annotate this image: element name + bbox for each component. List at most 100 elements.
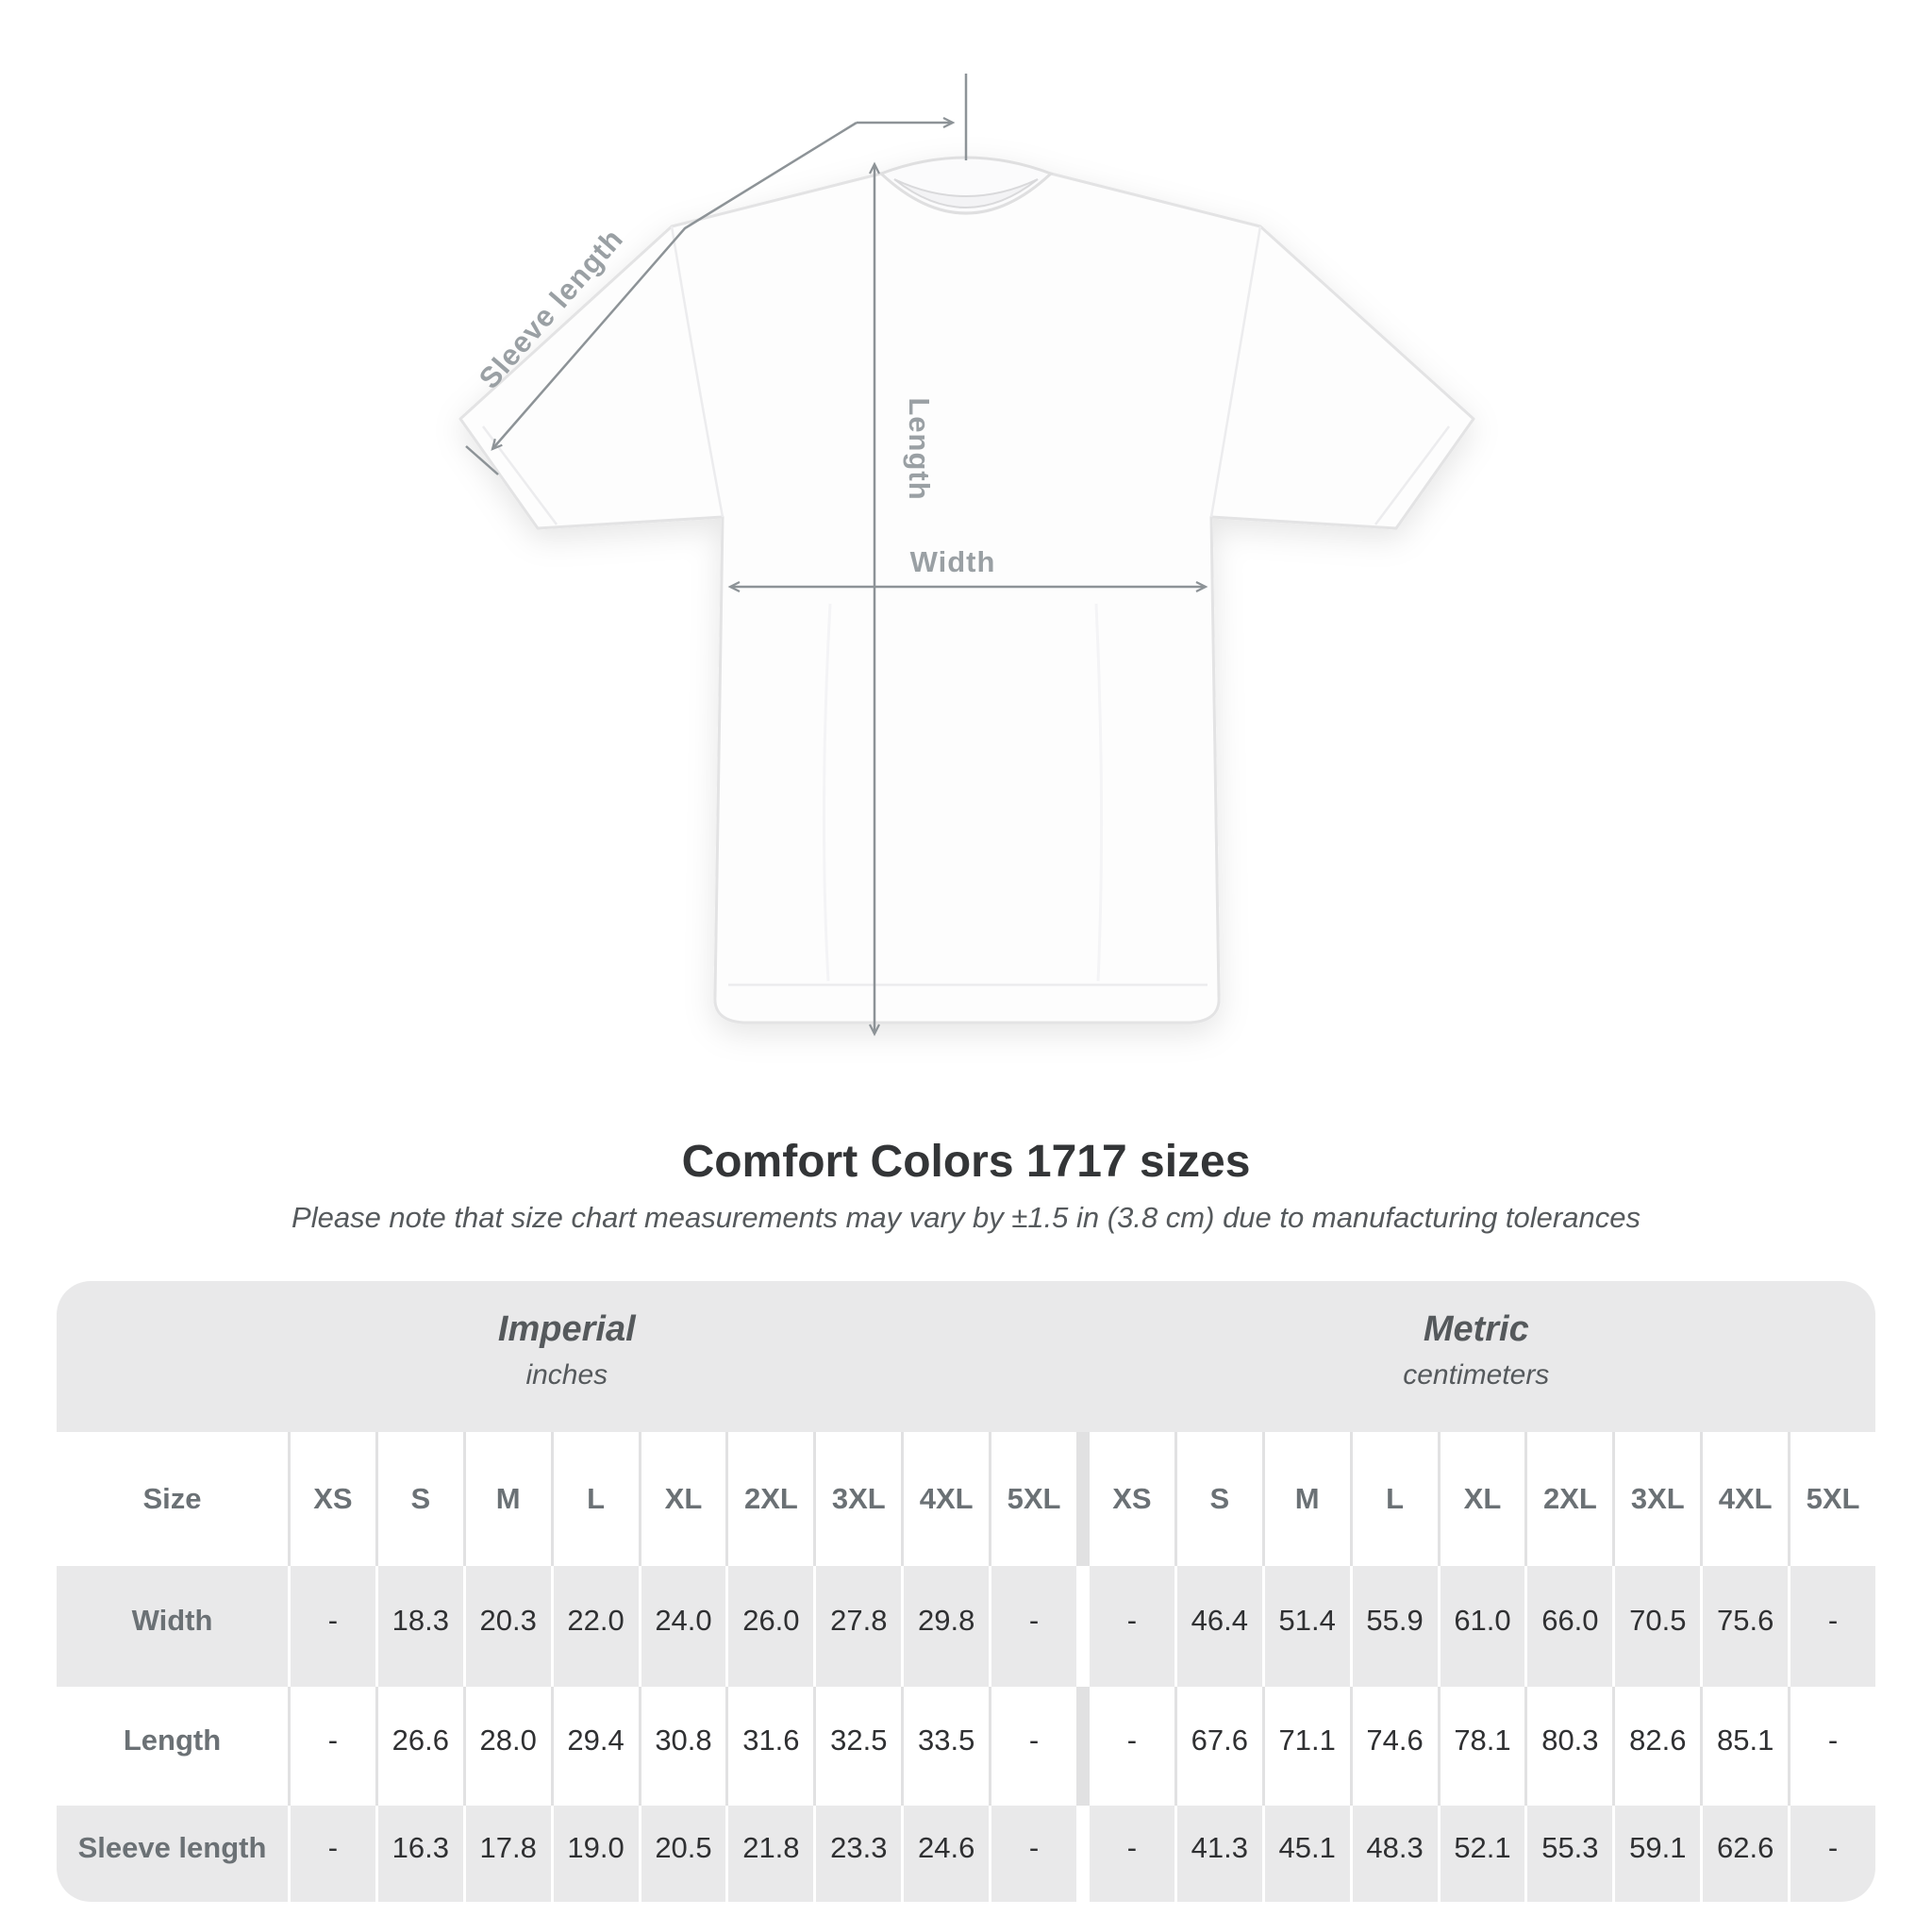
unit-header-band: Imperial inches Metric centimeters [57, 1281, 1875, 1432]
width-row-label: Width [57, 1566, 288, 1687]
imperial-unit: inches [525, 1359, 608, 1391]
length-value-cell: 67.6 [1176, 1687, 1262, 1806]
sleeve-value-cell: 21.8 [728, 1806, 814, 1902]
size-header-cell: 2XL [728, 1432, 814, 1566]
size-header-row: Size XS S M L XL 2XL 3XL 4XL 5XL XS S M L XL 2XL 3XL 4XL… [57, 1432, 1875, 1566]
width-value-cell: 46.4 [1176, 1566, 1262, 1687]
width-value-cell: 29.8 [904, 1566, 990, 1687]
width-value-cell: 26.0 [728, 1566, 814, 1687]
unit-divider [1079, 1432, 1087, 1566]
size-header-cell: M [1264, 1432, 1350, 1566]
width-value-cell: 61.0 [1440, 1566, 1525, 1687]
size-header-cell: XS [1089, 1432, 1174, 1566]
size-header-cell: S [377, 1432, 463, 1566]
width-label: Width [910, 545, 996, 578]
sleeve-value-cell: 45.1 [1264, 1806, 1350, 1902]
width-value-cell: 70.5 [1615, 1566, 1701, 1687]
width-value-cell: 51.4 [1264, 1566, 1350, 1687]
length-value-cell: 29.4 [553, 1687, 639, 1806]
metric-unit: centimeters [1403, 1359, 1550, 1391]
width-value-cell: - [291, 1566, 375, 1687]
sleeve-value-cell: - [291, 1806, 375, 1902]
size-header-cell: M [465, 1432, 551, 1566]
width-value-cell: 55.9 [1352, 1566, 1438, 1687]
sleeve-value-cell: 41.3 [1176, 1806, 1262, 1902]
length-value-cell: 33.5 [904, 1687, 990, 1806]
length-value-cell: 85.1 [1703, 1687, 1789, 1806]
metric-title: Metric [1423, 1309, 1529, 1349]
length-value-cell: - [1089, 1687, 1174, 1806]
sleeve-value-cell: 48.3 [1352, 1806, 1438, 1902]
length-value-cell: 32.5 [816, 1687, 902, 1806]
sleeve-value-cell: - [1790, 1806, 1875, 1902]
length-value-cell: 26.6 [377, 1687, 463, 1806]
sleeve-end-tick [465, 445, 499, 475]
size-header-cell: 3XL [1615, 1432, 1701, 1566]
size-header-cell: 3XL [816, 1432, 902, 1566]
size-header-cell: 4XL [904, 1432, 990, 1566]
width-value-cell: 24.0 [641, 1566, 726, 1687]
imperial-title: Imperial [497, 1309, 636, 1349]
tshirt-measure-diagram: Sleeve length Length Width [458, 74, 1475, 1037]
page-title: Comfort Colors 1717 sizes [681, 1137, 1251, 1187]
tshirt-graphic [458, 156, 1475, 1024]
size-header-cell: L [553, 1432, 639, 1566]
length-value-cell: 28.0 [465, 1687, 551, 1806]
sleeve-length-row: Sleeve length -16.3 17.8 19.0 20.5 21.8 23.3 2… [57, 1806, 1875, 1902]
sleeve-value-cell: 20.5 [641, 1806, 726, 1902]
width-value-cell: 18.3 [377, 1566, 463, 1687]
length-row: Length -26.6 28.0 29.4 30.8 31.6 32.5 33.5- -67… [57, 1687, 1875, 1806]
sleeve-value-cell: 62.6 [1703, 1806, 1789, 1902]
sleeve-value-cell: - [991, 1806, 1076, 1902]
tolerance-note: Please note that size chart measurements… [291, 1201, 1641, 1234]
size-header-cell: 5XL [1790, 1432, 1875, 1566]
size-header-cell: 2XL [1527, 1432, 1613, 1566]
length-label: Length [903, 397, 936, 500]
size-header-cell: L [1352, 1432, 1438, 1566]
sleeve-length-line [491, 121, 858, 451]
length-value-cell: 71.1 [1264, 1687, 1350, 1806]
unit-divider [1079, 1566, 1087, 1687]
length-value-cell: 31.6 [728, 1687, 814, 1806]
size-header-cell: S [1176, 1432, 1262, 1566]
sleeve-value-cell: 52.1 [1440, 1806, 1525, 1902]
sleeve-value-cell: - [1089, 1806, 1174, 1902]
length-value-cell: - [291, 1687, 375, 1806]
width-value-cell: 75.6 [1703, 1566, 1789, 1687]
width-value-cell: 27.8 [816, 1566, 902, 1687]
length-value-cell: 74.6 [1352, 1687, 1438, 1806]
size-column-header: Size [57, 1432, 288, 1566]
width-value-cell: 22.0 [553, 1566, 639, 1687]
unit-divider [1079, 1687, 1087, 1806]
measurement-lines [465, 74, 1208, 1037]
width-value-cell: - [1790, 1566, 1875, 1687]
size-chart-table: Imperial inches Metric centimeters Size … [57, 1281, 1875, 1902]
sleeve-value-cell: 24.6 [904, 1806, 990, 1902]
sleeve-value-cell: 55.3 [1527, 1806, 1613, 1902]
length-value-cell: - [1790, 1687, 1875, 1806]
length-value-cell: 78.1 [1440, 1687, 1525, 1806]
metric-section-header: Metric centimeters [1077, 1281, 1875, 1432]
heading-block: Comfort Colors 1717 sizes Please note th… [0, 1136, 1932, 1235]
width-value-cell: - [1089, 1566, 1174, 1687]
sleeve-value-cell: 19.0 [553, 1806, 639, 1902]
length-value-cell: 82.6 [1615, 1687, 1701, 1806]
size-header-cell: 5XL [991, 1432, 1076, 1566]
length-value-cell: 30.8 [641, 1687, 726, 1806]
size-header-cell: 4XL [1703, 1432, 1789, 1566]
size-header-cell: XL [641, 1432, 726, 1566]
width-value-cell: - [991, 1566, 1076, 1687]
size-header-cell: XS [291, 1432, 375, 1566]
sleeve-length-row-label: Sleeve length [57, 1806, 288, 1902]
length-row-label: Length [57, 1687, 288, 1806]
sleeve-value-cell: 59.1 [1615, 1806, 1701, 1902]
width-value-cell: 66.0 [1527, 1566, 1613, 1687]
sleeve-value-cell: 16.3 [377, 1806, 463, 1902]
unit-divider [1079, 1806, 1087, 1902]
sleeve-value-cell: 23.3 [816, 1806, 902, 1902]
sleeve-value-cell: 17.8 [465, 1806, 551, 1902]
imperial-section-header: Imperial inches [57, 1281, 1077, 1432]
size-header-cell: XL [1440, 1432, 1525, 1566]
width-value-cell: 20.3 [465, 1566, 551, 1687]
width-row: Width -18.3 20.3 22.0 24.0 26.0 27.8 29.8- -46.… [57, 1566, 1875, 1687]
